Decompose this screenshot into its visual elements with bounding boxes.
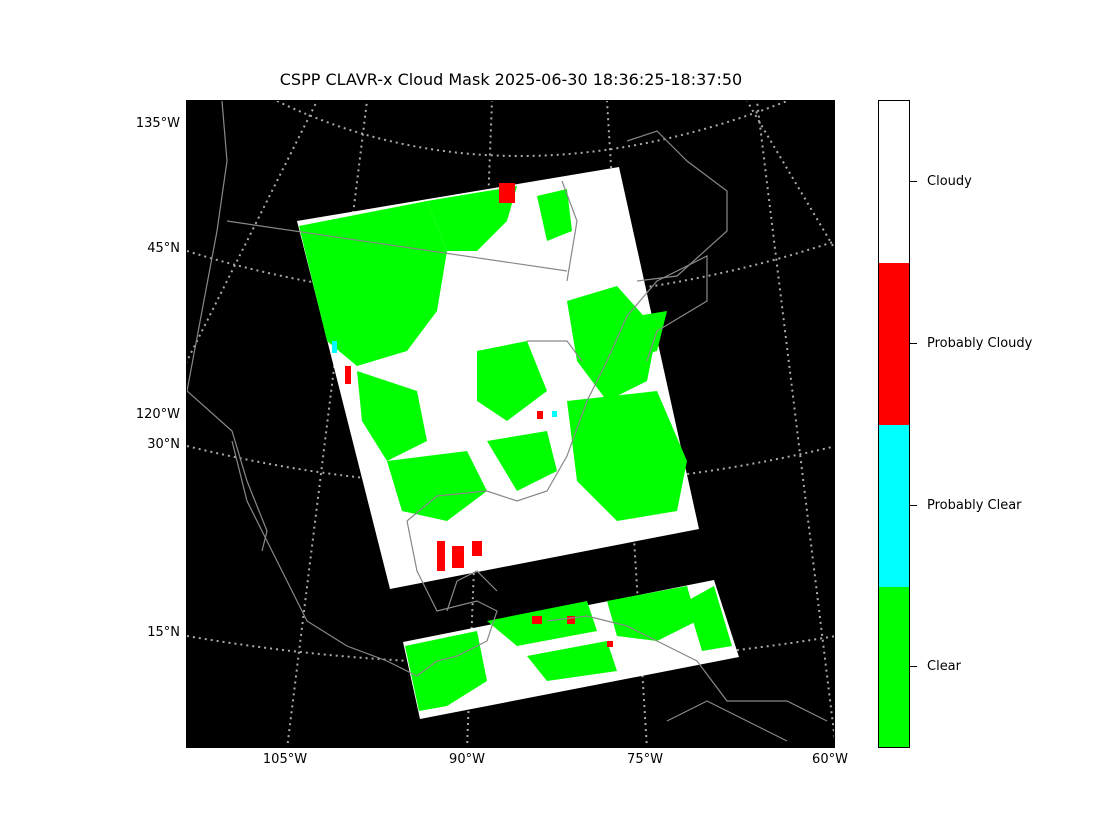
parallel-15n — [187, 635, 834, 665]
swath-main — [297, 167, 699, 589]
colorbar-segment-probably-clear — [879, 425, 909, 587]
meridian-105w-b — [286, 101, 368, 747]
colorbar-tick — [910, 343, 917, 344]
colorbar-tick — [910, 505, 917, 506]
colorbar-tick — [910, 181, 917, 182]
swath-lower — [403, 580, 739, 719]
bottom-label-90w: 90°W — [449, 752, 485, 767]
colorbar-segment-cloudy — [879, 101, 909, 263]
map-title: CSPP CLAVR-x Cloud Mask 2025-06-30 18:36… — [279, 70, 743, 89]
meridian-105w — [187, 101, 318, 364]
left-label-30n: 30°N — [147, 437, 180, 452]
map-canvas — [187, 101, 834, 747]
colorbar-label-probably-clear: Probably Clear — [927, 498, 1022, 513]
meridian-45w — [746, 101, 834, 250]
colorbar-tick — [910, 666, 917, 667]
bottom-label-75w: 75°W — [627, 752, 663, 767]
colorbar-label-clear: Clear — [927, 659, 961, 674]
colorbar-segment-probably-cloudy — [879, 263, 909, 425]
coastlines — [187, 101, 828, 742]
parallel-60n — [276, 101, 788, 157]
left-label-135w: 135°W — [135, 116, 180, 131]
colorbar-label-cloudy: Cloudy — [927, 174, 972, 189]
bottom-label-105w: 105°W — [262, 752, 308, 767]
meridian-60w — [756, 101, 834, 741]
colorbar — [878, 100, 910, 748]
left-label-120w: 120°W — [135, 407, 180, 422]
bottom-label-60w: 60°W — [812, 752, 848, 767]
colorbar-segment-clear — [879, 587, 909, 747]
map-panel[interactable] — [186, 100, 835, 748]
left-label-45n: 45°N — [147, 241, 180, 256]
colorbar-label-probably-cloudy: Probably Cloudy — [927, 336, 1033, 351]
left-label-15n: 15°N — [147, 625, 180, 640]
